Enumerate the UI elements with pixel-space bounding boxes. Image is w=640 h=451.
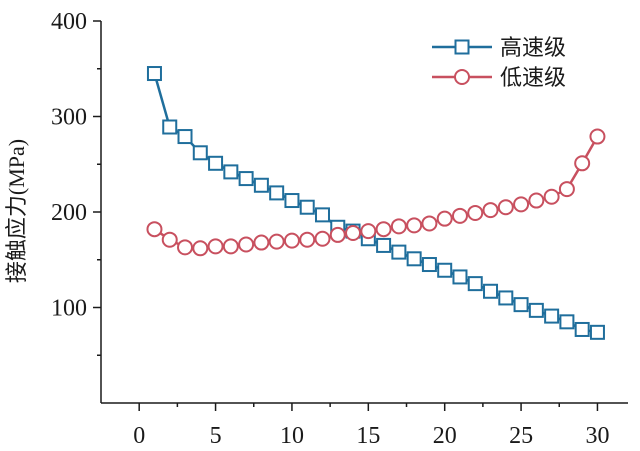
data-point <box>299 231 316 248</box>
data-point <box>452 269 468 285</box>
data-point <box>208 155 224 171</box>
data-point <box>406 217 423 234</box>
data-point <box>574 155 591 172</box>
series-2 <box>146 128 606 257</box>
axes: 100 200 300 400 0 5 10 15 20 25 30 <box>51 9 628 449</box>
data-point <box>222 238 239 255</box>
data-point <box>223 164 239 180</box>
data-point <box>314 230 331 247</box>
legend-marker <box>454 39 470 55</box>
data-point <box>177 239 194 256</box>
data-point <box>513 196 530 213</box>
data-point <box>451 207 468 224</box>
data-point <box>513 297 529 313</box>
data-point <box>283 232 300 249</box>
data-point <box>376 237 392 253</box>
data-point <box>299 199 315 215</box>
data-point <box>482 202 499 219</box>
data-point <box>161 231 178 248</box>
data-point <box>467 204 484 221</box>
x-tick-label: 20 <box>433 423 457 449</box>
data-point <box>421 257 437 273</box>
data-point <box>253 234 270 251</box>
data-point <box>375 221 392 238</box>
data-point <box>253 177 269 193</box>
data-point <box>589 128 606 145</box>
y-axis-title-group: 接触应力(MPa) <box>4 139 29 283</box>
x-tick-label: 15 <box>356 423 380 449</box>
x-tick-label: 5 <box>210 423 222 449</box>
data-point <box>268 233 285 250</box>
data-point <box>284 193 300 209</box>
data-point <box>238 236 255 253</box>
data-point <box>192 240 209 257</box>
x-tick-label: 25 <box>509 423 533 449</box>
x-tick-label: 30 <box>585 423 609 449</box>
legend-marker <box>454 69 470 85</box>
data-point <box>390 218 407 235</box>
series-layer <box>146 66 606 340</box>
y-tick-label: 300 <box>51 105 87 131</box>
data-point <box>345 225 362 242</box>
x-tick-label: 10 <box>280 423 304 449</box>
data-point <box>543 188 560 205</box>
data-point <box>314 207 330 223</box>
data-point <box>329 226 346 243</box>
data-point <box>558 181 575 198</box>
data-point <box>528 302 544 318</box>
y-tick-label: 200 <box>51 200 87 226</box>
data-point <box>192 145 208 161</box>
data-point <box>360 223 377 240</box>
data-point <box>528 192 545 209</box>
data-point <box>436 210 453 227</box>
x-tick-label: 0 <box>133 423 145 449</box>
y-tick-label: 100 <box>51 296 87 322</box>
data-point <box>589 324 605 340</box>
data-point <box>406 251 422 267</box>
data-point <box>162 119 178 135</box>
legend-label: 高速级 <box>500 36 566 61</box>
legend-label: 低速级 <box>500 66 566 91</box>
data-point <box>207 238 224 255</box>
data-point <box>146 221 163 238</box>
data-point <box>146 66 162 82</box>
data-point <box>544 308 560 324</box>
y-axis-title: 接触应力(MPa) <box>4 139 29 283</box>
data-point <box>467 276 483 292</box>
data-point <box>574 321 590 337</box>
data-point <box>498 290 514 306</box>
data-point <box>421 215 438 232</box>
data-point <box>177 129 193 145</box>
legend-item-1: 高速级 <box>432 36 566 61</box>
data-point <box>238 171 254 187</box>
data-point <box>497 199 514 216</box>
data-point <box>269 185 285 201</box>
data-point <box>391 244 407 260</box>
data-point <box>483 283 499 299</box>
y-tick-label: 400 <box>51 9 87 35</box>
data-point <box>437 262 453 278</box>
data-point <box>559 314 575 330</box>
series-1 <box>146 66 605 340</box>
legend-item-2: 低速级 <box>432 66 566 91</box>
